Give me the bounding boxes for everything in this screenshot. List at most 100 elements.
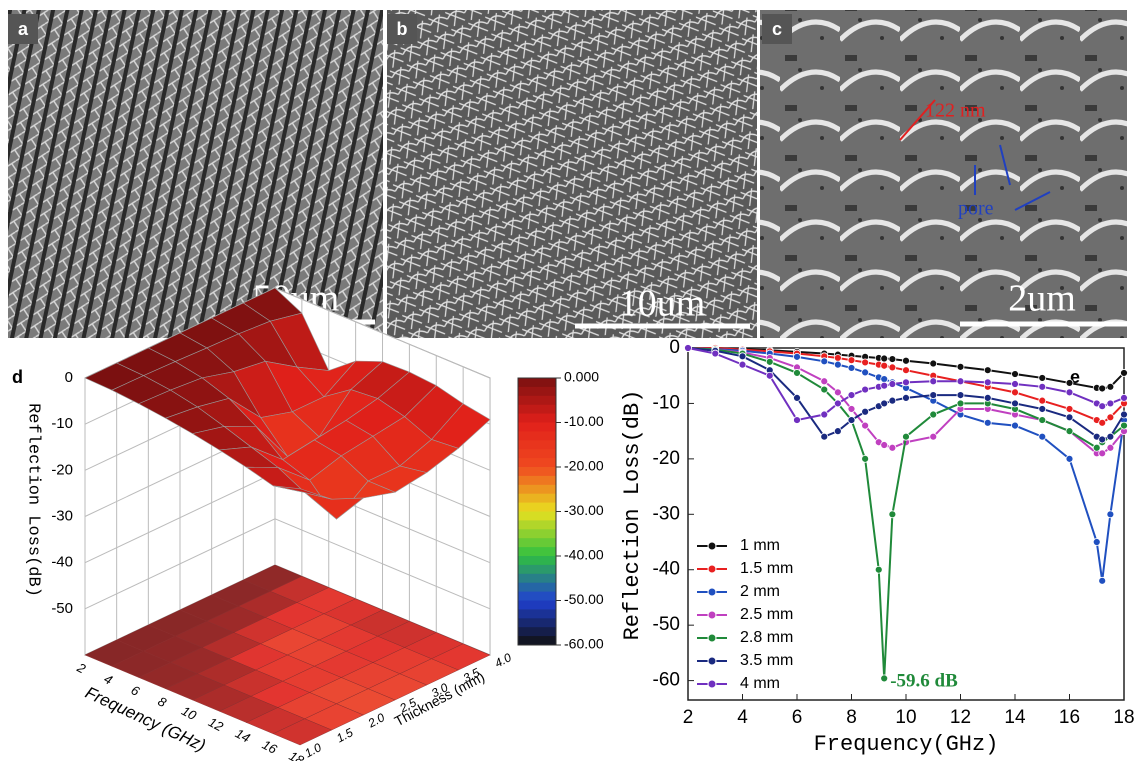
colorbar-band	[518, 449, 556, 458]
x-tick-label: 6	[129, 682, 143, 699]
x-tick-label: 4	[102, 671, 115, 688]
colorbar-band	[518, 396, 556, 405]
annotation: -59.6 dB	[890, 671, 958, 692]
legend-label: 2 mm	[740, 583, 780, 600]
colorbar-band	[518, 592, 556, 601]
legend-label: 2.5 mm	[740, 606, 793, 623]
colorbar-band	[518, 574, 556, 583]
colorbar-band	[518, 565, 556, 574]
marker	[881, 362, 888, 369]
marker	[712, 350, 719, 357]
y-tick-label: -30	[653, 503, 680, 524]
colorbar-band	[518, 431, 556, 440]
colorbar-band	[518, 387, 556, 396]
colorbar-band	[518, 512, 556, 521]
marker	[1099, 419, 1106, 426]
z-tick-label: -30	[51, 507, 73, 524]
colorbar-band	[518, 520, 556, 529]
colorbar-band	[518, 467, 556, 476]
annotation: pore	[958, 198, 994, 220]
marker	[984, 379, 991, 386]
legend-marker	[708, 565, 716, 573]
y-tick-label: 4.0	[492, 650, 514, 670]
marker	[1066, 405, 1073, 412]
x-tick-label: 18	[1113, 707, 1134, 728]
marker	[848, 392, 855, 399]
panel-label: b	[397, 19, 408, 39]
marker	[1099, 385, 1106, 392]
marker	[1066, 414, 1073, 421]
colorbar-band	[518, 538, 556, 547]
marker	[862, 455, 869, 462]
x-tick-label: 2	[683, 707, 694, 728]
x-tick-label: 8	[155, 693, 169, 710]
colorbar-band	[518, 378, 556, 387]
z-tick-label: -50	[51, 600, 73, 617]
marker	[957, 392, 964, 399]
figure: a b c 50um 10um 2um 122 nm pore d e 0-10…	[0, 0, 1134, 761]
marker	[821, 433, 828, 440]
x-tick-label: 4	[737, 707, 748, 728]
marker	[1039, 374, 1046, 381]
colorbar-band	[518, 627, 556, 636]
marker	[794, 353, 801, 360]
colorbar-band	[518, 609, 556, 618]
marker	[848, 357, 855, 364]
x-tick-label: 10	[179, 703, 199, 723]
marker	[862, 408, 869, 415]
panel-label: d	[12, 367, 23, 387]
z-tick-label: -10	[51, 415, 73, 432]
marker	[1039, 405, 1046, 412]
marker	[739, 353, 746, 360]
marker	[848, 417, 855, 424]
legend-marker	[708, 634, 716, 642]
colorbar-band	[518, 405, 556, 414]
legend-marker	[708, 611, 716, 619]
marker	[862, 359, 869, 366]
marker	[957, 363, 964, 370]
colorbar-tick-label: -20.00	[564, 458, 604, 474]
colorbar-band	[518, 601, 556, 610]
marker	[984, 367, 991, 374]
marker	[821, 378, 828, 385]
marker	[821, 386, 828, 393]
x-tick-label: 8	[846, 707, 857, 728]
x-tick-label: 10	[895, 707, 916, 728]
colorbar-band	[518, 414, 556, 423]
scale-bar-label: 2um	[1008, 278, 1076, 320]
marker	[834, 428, 841, 435]
colorbar-band	[518, 556, 556, 565]
x-tick-label: 12	[950, 707, 971, 728]
marker	[881, 400, 888, 407]
y-tick-label: -40	[653, 559, 680, 580]
marker	[848, 364, 855, 371]
marker	[881, 675, 888, 682]
y-tick-label: 0	[669, 337, 680, 358]
marker	[1039, 397, 1046, 404]
z-tick-label: -20	[51, 461, 73, 478]
colorbar-band	[518, 476, 556, 485]
marker	[957, 378, 964, 385]
marker	[834, 400, 841, 407]
marker	[1012, 381, 1019, 388]
panel-label: c	[772, 19, 782, 39]
marker	[794, 369, 801, 376]
marker	[821, 358, 828, 365]
marker	[1099, 403, 1106, 410]
marker	[984, 394, 991, 401]
colorbar-band	[518, 547, 556, 556]
marker	[1039, 433, 1046, 440]
marker	[1066, 379, 1073, 386]
marker	[1066, 389, 1073, 396]
marker	[1121, 411, 1128, 418]
annotation: 122 nm	[925, 100, 986, 122]
colorbar-band	[518, 485, 556, 494]
marker	[1099, 450, 1106, 457]
marker	[834, 389, 841, 396]
x-tick-label: 16	[1059, 707, 1080, 728]
legend-marker	[708, 542, 716, 550]
marker	[1121, 369, 1128, 376]
marker	[1107, 433, 1114, 440]
colorbar-band	[518, 618, 556, 627]
marker	[875, 566, 882, 573]
